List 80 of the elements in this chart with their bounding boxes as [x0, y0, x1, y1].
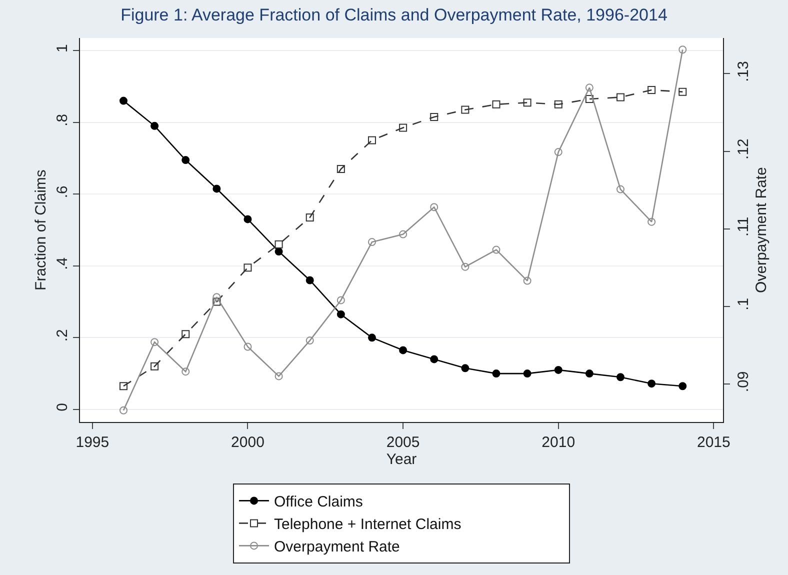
point: [119, 96, 128, 105]
point: [119, 382, 128, 390]
point: [678, 382, 687, 390]
y-axis-title: Fraction of Claims: [32, 170, 50, 290]
y-tick-label: .2: [54, 329, 71, 342]
point: [274, 372, 283, 380]
point: [430, 112, 438, 121]
point: [461, 106, 470, 114]
point: [306, 336, 314, 345]
point: [182, 368, 190, 376]
point: [150, 122, 159, 130]
point: [523, 370, 532, 378]
point: [306, 276, 314, 284]
point: [492, 246, 500, 254]
legend-label: Telephone + Internet Claims: [274, 516, 462, 534]
point: [492, 100, 500, 108]
point: [616, 373, 624, 382]
point: [336, 296, 345, 304]
legend-label: Office Claims: [274, 494, 363, 511]
point: [182, 330, 190, 338]
point: [648, 218, 656, 226]
point: [616, 93, 624, 102]
y2-tick-label: .13: [735, 61, 752, 82]
point: [585, 370, 594, 378]
point: [274, 240, 283, 248]
y2-tick-label: .12: [735, 138, 752, 160]
point: [368, 238, 376, 246]
x-axis-title: Year: [386, 451, 417, 468]
point: [399, 124, 408, 132]
point: [523, 276, 532, 285]
y2-tick-label: .09: [735, 371, 752, 392]
x-tick-label: 1995: [76, 434, 110, 451]
point: [399, 346, 408, 354]
point: [182, 156, 190, 164]
point: [585, 84, 594, 92]
y2-axis-title: Overpayment Rate: [753, 167, 770, 293]
x-tick-label: 2015: [696, 434, 730, 451]
y2-tick-label: .11: [735, 216, 752, 236]
x-tick-label: 2010: [542, 434, 576, 451]
point: [368, 136, 376, 144]
point: [461, 262, 470, 271]
point: [430, 203, 438, 212]
point: [523, 98, 532, 107]
legend-label: Overpayment Rate: [274, 538, 400, 556]
point: [492, 370, 500, 378]
point: [306, 213, 314, 222]
point: [212, 293, 221, 302]
point: [678, 88, 687, 96]
point: [119, 406, 128, 414]
point: [212, 184, 221, 193]
y2-tick-label: .1: [735, 298, 752, 310]
point: [461, 364, 470, 372]
point: [554, 366, 562, 374]
point: [554, 100, 562, 108]
point: [678, 46, 687, 54]
point: [554, 148, 562, 156]
point: [336, 310, 345, 318]
point: [244, 342, 252, 351]
chart-title: Figure 1: Average Fraction of Claims and Overpayment Rate, 1996-2014: [120, 6, 668, 25]
y-tick-label: .6: [54, 186, 71, 198]
point: [150, 338, 159, 346]
y-tick-label: 0: [54, 403, 71, 412]
point: [150, 362, 159, 370]
y-tick-label: 1: [54, 44, 71, 52]
point: [430, 355, 438, 364]
point: [648, 380, 656, 388]
point: [399, 230, 408, 238]
point: [648, 86, 656, 94]
point: [244, 215, 252, 224]
point: [585, 95, 594, 104]
x-tick-label: 2000: [231, 434, 264, 451]
point: [244, 264, 252, 272]
point: [616, 185, 624, 194]
x-tick-label: 2005: [386, 434, 420, 451]
y-tick-label: .4: [54, 257, 71, 270]
point: [368, 334, 376, 342]
point: [212, 298, 221, 306]
point: [336, 164, 345, 173]
point: [274, 248, 283, 256]
y-tick-label: .8: [54, 114, 71, 126]
